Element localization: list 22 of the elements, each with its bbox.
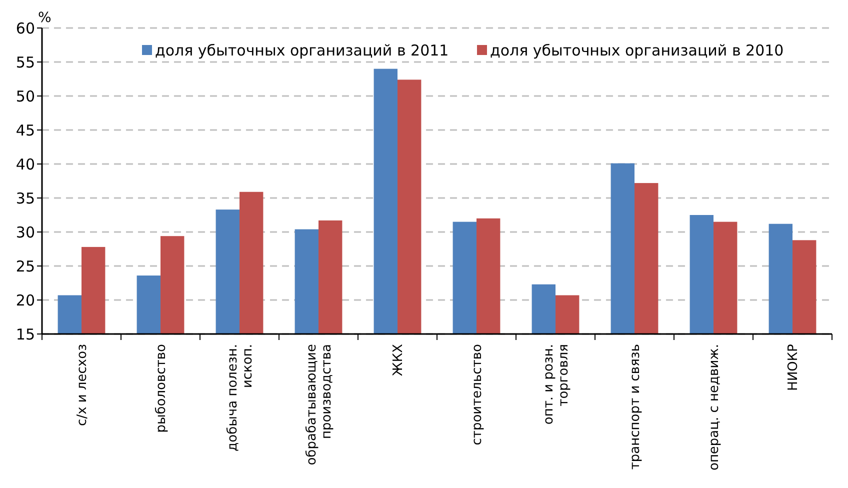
y-tick-label: 50	[16, 87, 35, 106]
y-tick-label: 25	[16, 257, 35, 276]
x-tick-label: опт. и розн. торговля	[542, 344, 572, 425]
y-tick-label: 20	[16, 291, 35, 310]
y-tick-label: 30	[16, 223, 35, 242]
x-tick-label: ЖКХ	[391, 344, 406, 376]
x-tick-label: с/х и лесхоз	[75, 344, 90, 426]
x-tick-label: рыболовство	[154, 344, 170, 433]
x-tick-label: добыча полезн. ископ.	[226, 344, 256, 452]
legend-label: доля убыточных организаций в 2010	[490, 41, 784, 60]
x-tick-label: строительство	[470, 344, 486, 446]
x-tick-label: операц. с недвиж.	[707, 344, 722, 471]
y-axis-title: %	[38, 10, 52, 26]
legend-label: доля убыточных организаций в 2011	[155, 41, 449, 60]
y-tick-label: 35	[16, 189, 35, 208]
y-tick-label: 45	[16, 121, 35, 140]
y-tick-label: 60	[16, 19, 35, 38]
y-tick-label: 55	[16, 53, 35, 72]
x-tick-label: транспорт и связь	[628, 344, 644, 470]
y-tick-label: 15	[16, 325, 35, 344]
y-tick-label: 40	[16, 155, 35, 174]
x-tick-label: НИОКР	[786, 344, 802, 391]
